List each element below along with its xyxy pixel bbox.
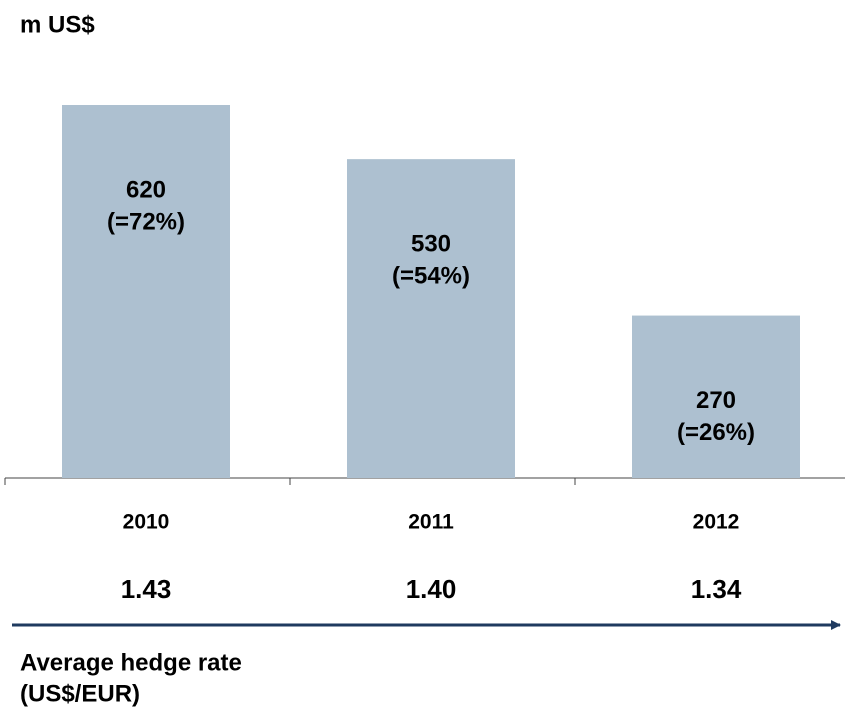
hedge-rate: 1.34 [691,574,742,604]
x-tick-label: 2010 [123,511,170,534]
data-label: 270 [696,387,736,414]
x-tick-label: 2011 [408,511,454,534]
x-tick-label: 2012 [693,511,740,534]
share-label: (=54%) [392,262,470,289]
hedge-rate: 1.43 [121,574,172,604]
bar [62,105,230,478]
hedge-label: Average hedge rate [20,649,242,676]
data-label: 530 [411,230,451,257]
share-label: (=26%) [677,419,755,446]
bar [632,315,800,478]
hedge-rate: 1.40 [406,574,457,604]
chart-title: m US$ [20,11,95,38]
bar [347,159,515,479]
share-label: (=72%) [107,208,185,235]
hedge-label: (US$/EUR) [20,680,140,707]
data-label: 620 [126,176,166,203]
